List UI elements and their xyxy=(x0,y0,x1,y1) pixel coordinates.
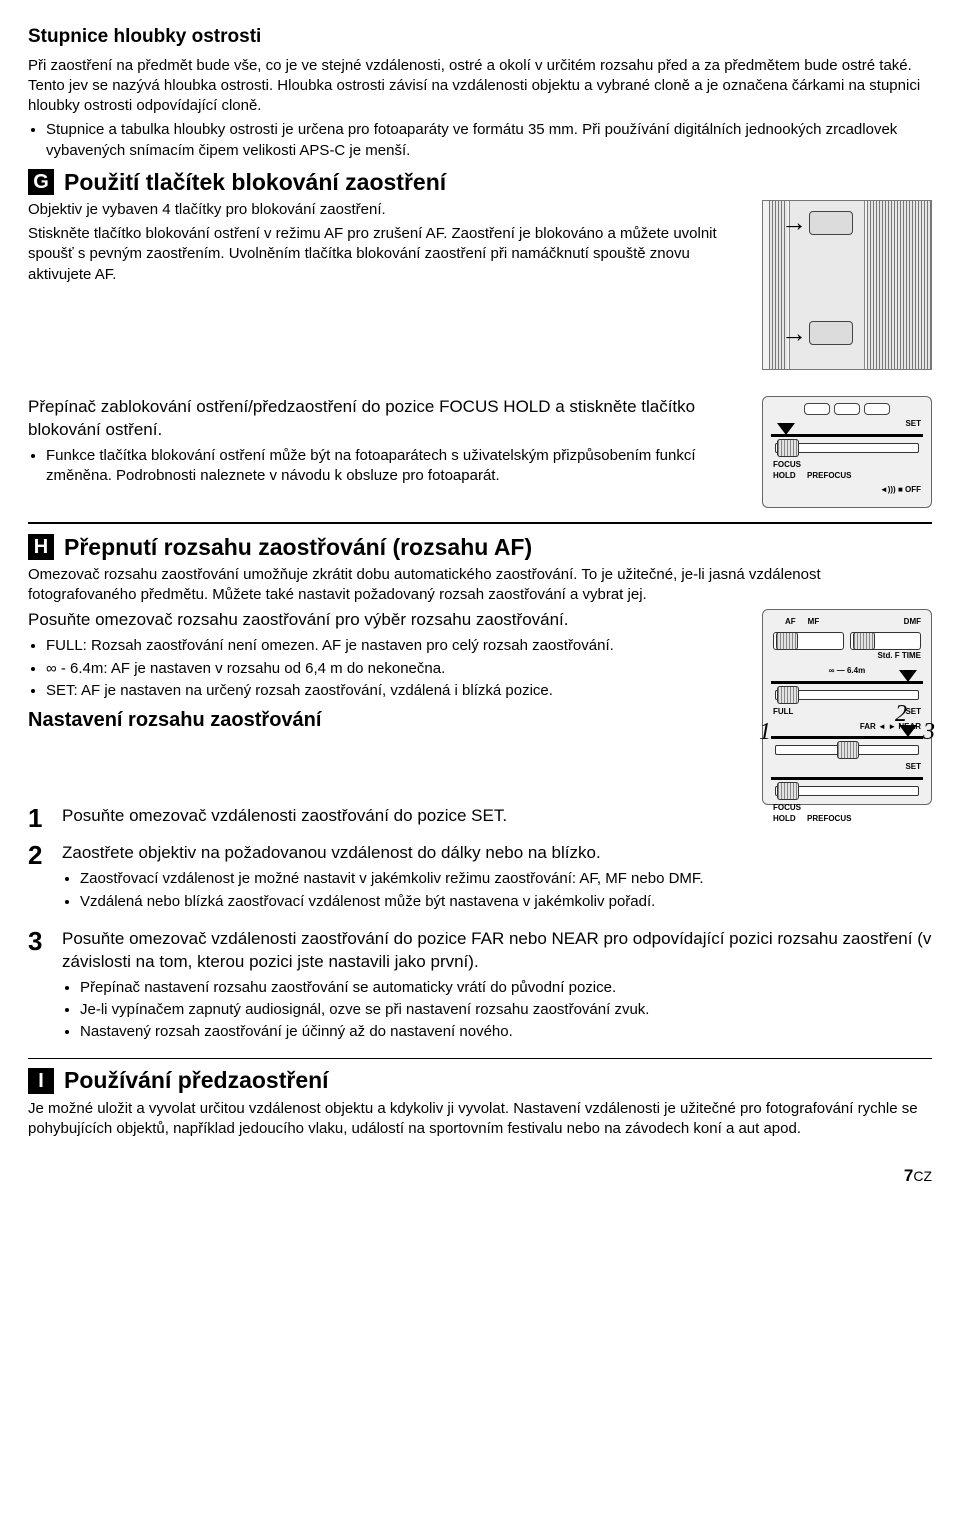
step-num-3: 3 xyxy=(28,928,50,1049)
i-para1: Je možné uložit a vyvolat určitou vzdále… xyxy=(28,1099,932,1140)
h-li-full: FULL: Rozsah zaostřování není omezen. AF… xyxy=(46,636,746,656)
step-num-1: 1 xyxy=(28,805,50,832)
h-heading: Přepnutí rozsahu zaostřování (rozsahu AF… xyxy=(64,532,532,563)
dof-para1: Při zaostření na předmět bude vše, co je… xyxy=(28,56,932,117)
h-set-heading: Nastavení rozsahu zaostřování xyxy=(28,707,746,734)
step3-note-c: Nastavený rozsah zaostřování je účinný a… xyxy=(80,1022,932,1042)
letter-g-icon: G xyxy=(28,169,54,195)
h-li-set: SET: AF je nastaven na určený rozsah zao… xyxy=(46,681,746,701)
g-note1: Funkce tlačítka blokování ostření může b… xyxy=(46,446,746,487)
step2-note-a: Zaostřovací vzdálenost je možné nastavit… xyxy=(80,869,932,889)
callout-3: 3 xyxy=(923,716,935,748)
callout-1: 1 xyxy=(759,716,771,748)
letter-i-icon: I xyxy=(28,1068,54,1094)
section-h: H Přepnutí rozsahu zaostřování (rozsahu … xyxy=(28,532,932,1049)
divider xyxy=(28,522,932,524)
letter-h-icon: H xyxy=(28,534,54,560)
section-i: I Používání předzaostření Je možné uloži… xyxy=(28,1065,932,1139)
step-num-2: 2 xyxy=(28,842,50,917)
h-slide-heading: Posuňte omezovač rozsahu zaostřování pro… xyxy=(28,609,746,632)
callout-2: 2 xyxy=(895,698,907,730)
step3-note-b: Je-li vypínačem zapnutý audiosignál, ozv… xyxy=(80,1000,932,1020)
page-footer: 7CZ xyxy=(28,1165,932,1188)
dof-heading: Stupnice hloubky ostrosti xyxy=(28,24,932,50)
h-li-64: ∞ - 6.4m: AF je nastaven v rozsahu od 6,… xyxy=(46,659,746,679)
switch-panel-focushold: SET FOCUS HOLD PREFOCUS ◄))) ■ OFF xyxy=(762,396,932,508)
step2-text: Zaostřete objektiv na požadovanou vzdále… xyxy=(62,842,932,865)
g-para1: Objektiv je vybaven 4 tlačítky pro bloko… xyxy=(28,200,746,220)
switch-panel-range: AF MF DMF Std. F TIME ∞ — 6.4m xyxy=(762,609,932,805)
step2-note-b: Vzdálená nebo blízká zaostřovací vzdálen… xyxy=(80,892,932,912)
g-heading: Použití tlačítek blokování zaostření xyxy=(64,167,446,198)
section-g: G Použití tlačítek blokování zaostření O… xyxy=(28,167,932,508)
h-intro: Omezovač rozsahu zaostřování umožňuje zk… xyxy=(28,565,932,606)
arrow-icon: → xyxy=(781,205,807,240)
step3-note-a: Přepínač nastavení rozsahu zaostřování s… xyxy=(80,978,932,998)
step3-text: Posuňte omezovač vzdálenosti zaostřování… xyxy=(62,928,932,974)
lens-illustration: → → xyxy=(762,200,932,370)
arrow-icon: → xyxy=(781,316,807,351)
g-para3: Přepínač zablokování ostření/předzaostře… xyxy=(28,396,746,442)
divider xyxy=(28,1058,932,1059)
dof-note1: Stupnice a tabulka hloubky ostrosti je u… xyxy=(46,120,932,161)
section-dof: Stupnice hloubky ostrosti Při zaostření … xyxy=(28,24,932,161)
i-heading: Používání předzaostření xyxy=(64,1065,329,1096)
g-para2: Stiskněte tlačítko blokování ostření v r… xyxy=(28,224,746,285)
